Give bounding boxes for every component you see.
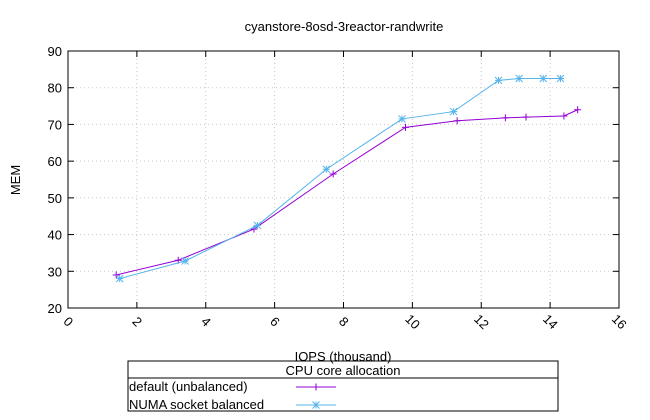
y-tick-label: 40	[48, 228, 62, 243]
marker-stroke	[312, 401, 320, 409]
x-tick-label: 12	[471, 311, 492, 332]
marker-stroke	[398, 115, 406, 123]
legend-box	[127, 360, 559, 412]
data-point	[539, 74, 548, 83]
data-point	[322, 165, 331, 174]
legend-label-default: default (unbalanced)	[129, 379, 248, 394]
x-tick-label: 16	[609, 311, 630, 332]
series-1	[115, 74, 565, 283]
marker-stroke	[181, 257, 189, 265]
y-tick-label: 50	[48, 191, 62, 206]
y-axis-label: MEM	[8, 165, 23, 195]
y-tick-label: 90	[48, 44, 62, 59]
data-point	[253, 221, 262, 230]
series-group	[112, 74, 582, 283]
x-tick-label: 2	[129, 314, 145, 330]
y-tick-label: 20	[48, 301, 62, 316]
x-axis-label: IOPS (thousand)	[295, 349, 392, 364]
data-point	[449, 107, 458, 116]
y-tick-label: 70	[48, 117, 62, 132]
data-point	[515, 74, 523, 83]
marker-stroke	[115, 274, 124, 283]
series-line	[116, 109, 578, 276]
x-tick-label: 14	[540, 311, 561, 332]
data-point	[560, 112, 568, 120]
data-point	[501, 114, 509, 122]
x-tick-labels: 0 2 4 6 8 10 12 14 16	[60, 311, 629, 332]
legend-title: CPU core allocation	[286, 363, 401, 378]
marker-stroke	[322, 165, 331, 174]
data-point	[401, 123, 409, 131]
data-point	[574, 106, 582, 114]
data-point	[556, 74, 565, 83]
legend-label-numa: NUMA socket balanced	[129, 397, 264, 412]
x-tick-label: 8	[336, 314, 352, 330]
series-0	[112, 106, 582, 279]
marker-stroke	[494, 76, 503, 85]
x-tick-label: 4	[198, 314, 214, 330]
legend-marker	[312, 383, 320, 391]
y-tick-label: 30	[48, 264, 62, 279]
data-point	[494, 76, 503, 85]
ticks	[67, 50, 620, 309]
data-point	[453, 117, 461, 125]
data-point	[181, 257, 189, 265]
series-line	[119, 78, 561, 280]
marker-stroke	[449, 107, 458, 116]
y-tick-labels: 20 30 40 50 60 70 80 90	[48, 44, 62, 316]
data-point	[522, 113, 530, 121]
data-point	[398, 115, 406, 123]
marker-stroke	[556, 74, 565, 83]
grid	[68, 51, 619, 308]
x-tick-label: 6	[267, 314, 283, 330]
y-tick-label: 80	[48, 81, 62, 96]
data-point	[115, 274, 124, 283]
marker-stroke	[253, 221, 262, 230]
marker-stroke	[539, 74, 548, 83]
legend: CPU core allocation default (unbalanced)…	[127, 360, 559, 412]
legend-sample-default	[296, 383, 336, 391]
legend-sample-numa	[296, 401, 336, 409]
legend-marker	[312, 401, 320, 409]
chart-title: cyanstore-8osd-3reactor-randwrite	[245, 19, 444, 34]
x-tick-label: 10	[402, 311, 423, 332]
y-tick-label: 60	[48, 154, 62, 169]
x-tick-label: 0	[60, 314, 76, 330]
data-point	[112, 271, 120, 279]
marker-stroke	[515, 74, 523, 83]
data-point	[329, 170, 337, 178]
